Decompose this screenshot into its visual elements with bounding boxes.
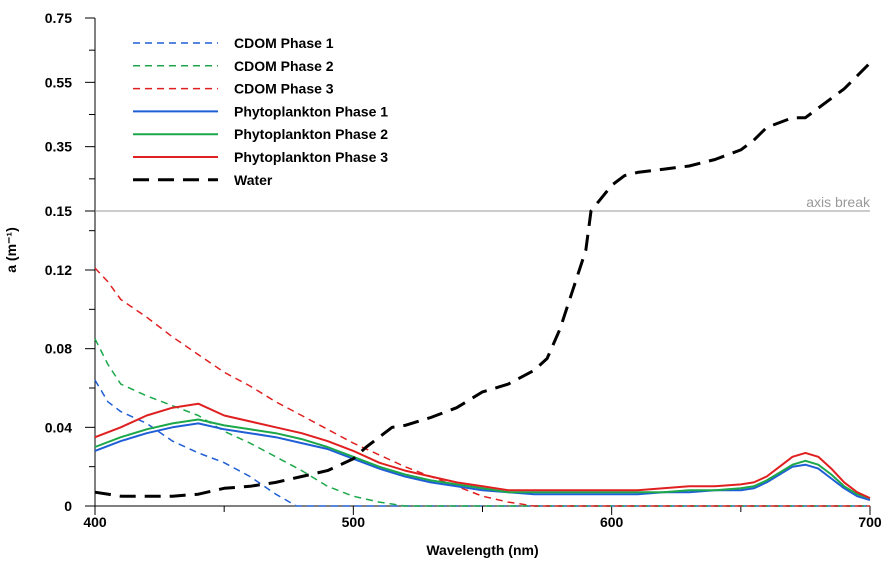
x-tick-label: 600 <box>600 514 624 530</box>
axis-break-label: axis break <box>806 194 871 210</box>
y-tick-label: 0.04 <box>45 419 72 435</box>
series-line-cdom-phase-2 <box>94 338 870 507</box>
y-tick-label: 0.08 <box>45 341 72 357</box>
series-line-phytoplankton-phase-3 <box>94 402 871 500</box>
y-tick-label: 0.55 <box>45 74 72 90</box>
y-axis-title: a (m⁻¹) <box>3 227 19 273</box>
x-tick-label: 400 <box>83 514 107 530</box>
axes-layer: 400 500 600 700 0 0.04 0.08 0.12 0.15 0.35 0.55 0.7… <box>45 10 882 530</box>
y-tick-label: 0.12 <box>45 262 72 278</box>
legend-label: Phytoplankton Phase 3 <box>234 149 388 165</box>
y-tick-label: 0.75 <box>45 10 72 26</box>
legend: CDOM Phase 1 CDOM Phase 2 CDOM Phase 3 Phyt… <box>133 35 388 188</box>
legend-label: Phytoplankton Phase 1 <box>234 103 388 119</box>
legend-label: Phytoplankton Phase 2 <box>234 126 388 142</box>
legend-label: CDOM Phase 2 <box>234 58 334 74</box>
series-line-phytoplankton-phase-2 <box>94 418 871 500</box>
legend-label: Water <box>234 172 273 188</box>
x-axis-title: Wavelength (nm) <box>426 542 538 558</box>
y-tick-label: 0.35 <box>45 139 72 155</box>
x-tick-label: 500 <box>342 514 366 530</box>
y-tick-label: 0 <box>64 498 72 514</box>
series-line-water <box>94 61 872 498</box>
series-line-cdom-phase-3 <box>94 267 870 507</box>
legend-label: CDOM Phase 3 <box>234 81 334 97</box>
y-tick-label: 0.15 <box>45 203 72 219</box>
legend-label: CDOM Phase 1 <box>234 35 334 51</box>
x-tick-label: 700 <box>858 514 882 530</box>
series-line-phytoplankton-phase-1 <box>94 422 871 502</box>
series-layer <box>94 61 872 507</box>
